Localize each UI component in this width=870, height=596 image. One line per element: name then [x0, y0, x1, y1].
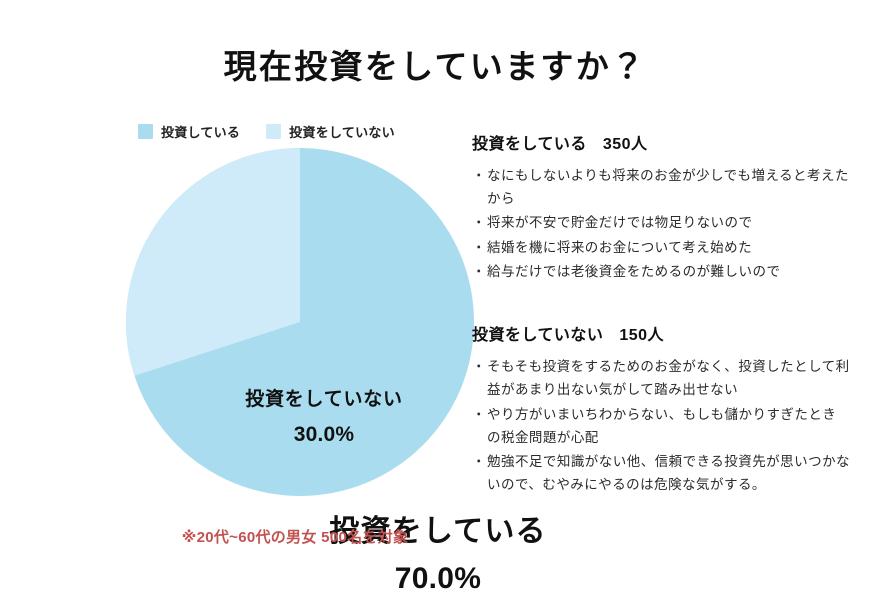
legend-label-not-invested: 投資をしていない [289, 125, 395, 140]
pie-chart-svg [126, 148, 474, 496]
list-item-text: 給与だけでは老後資金をためるのが難しいので [487, 263, 781, 279]
detail-heading-invested-count: 350人 [602, 136, 648, 153]
details-column: 投資をしている 350人 ・なにもしないよりも将来のお金が少しでも増えると考えたか… [472, 130, 850, 497]
list-item-text: なにもしないよりも将来のお金が少しでも増えると考えたから [487, 168, 849, 207]
survey-footnote: ※20代~60代の男女 500名を対象 [181, 529, 409, 546]
list-item: ・勉強不足で知識がない他、信頼できる投資先が思いつかないので、むやみにやるのは危… [472, 450, 850, 496]
bullet-dot-icon: ・ [472, 406, 486, 422]
list-item-text: そもそも投資をするためのお金がなく、投資したとして利益があまり出ない気がして踏み… [487, 359, 850, 398]
bullet-dot-icon: ・ [472, 453, 486, 469]
detail-heading-not-invested-label: 投資をしていない [472, 327, 604, 345]
list-item: ・給与だけでは老後資金をためるのが難しいので [472, 260, 850, 283]
detail-group-invested: 投資をしている 350人 ・なにもしないよりも将来のお金が少しでも増えると考えたか… [472, 130, 850, 283]
pie-label-invested-percent: 70.0% [394, 562, 482, 595]
detail-heading-not-invested-count: 150人 [619, 327, 664, 345]
list-item-text: やり方がいまいちわからない、もしも儲かりすぎたときの税金問題が心配 [487, 406, 837, 445]
legend-item-invested: 投資している [138, 122, 240, 141]
legend-item-not-invested: 投資をしていない [266, 122, 395, 141]
list-item: ・将来が不安で貯金だけでは物足りないので [472, 211, 850, 234]
pie-chart: 投資をしていない 30.0% 投資をしている 70.0% [126, 148, 546, 595]
legend-swatch-invested [138, 124, 153, 139]
pie-slice-not-invested [126, 148, 300, 376]
bullet-dot-icon: ・ [472, 263, 486, 279]
detail-group-not-invested: 投資をしていない 150人 ・そもそも投資をするためのお金がなく、投資したとして利… [472, 321, 850, 496]
list-item: ・なにもしないよりも将来のお金が少しでも増えると考えたから [472, 164, 850, 210]
list-item-text: 勉強不足で知識がない他、信頼できる投資先が思いつかないので、むやみにやるのは危険… [487, 453, 851, 493]
list-item-text: 将来が不安で貯金だけでは物足りないので [487, 215, 753, 231]
list-item-text: 結婚を機に将来のお金について考え始めた [487, 239, 753, 255]
page-title: 現在投資をしていますか？ [223, 48, 647, 86]
bullet-dot-icon: ・ [472, 168, 486, 183]
bullet-dot-icon: ・ [472, 359, 486, 375]
bullet-dot-icon: ・ [472, 239, 486, 255]
list-item: ・結婚を機に将来のお金について考え始めた [472, 236, 850, 259]
list-item: ・やり方がいまいちわからない、もしも儲かりすぎたときの税金問題が心配 [472, 403, 850, 449]
detail-heading-invested: 投資をしている 350人 [472, 130, 850, 154]
detail-heading-invested-label: 投資をしている [472, 136, 587, 153]
legend-label-invested: 投資している [161, 125, 241, 140]
chart-legend: 投資している 投資をしていない [138, 122, 395, 141]
detail-heading-not-invested: 投資をしていない 150人 [472, 321, 850, 345]
bullet-dot-icon: ・ [472, 215, 486, 231]
reason-list-invested: ・なにもしないよりも将来のお金が少しでも増えると考えたから ・将来が不安で貯金だ… [472, 164, 850, 283]
list-item: ・そもそも投資をするためのお金がなく、投資したとして利益があまり出ない気がして踏… [472, 355, 850, 401]
pie-label-invested: 投資をしている 70.0% [294, 506, 582, 596]
legend-swatch-not-invested [266, 124, 282, 139]
reason-list-not-invested: ・そもそも投資をするためのお金がなく、投資したとして利益があまり出ない気がして踏… [472, 355, 850, 496]
